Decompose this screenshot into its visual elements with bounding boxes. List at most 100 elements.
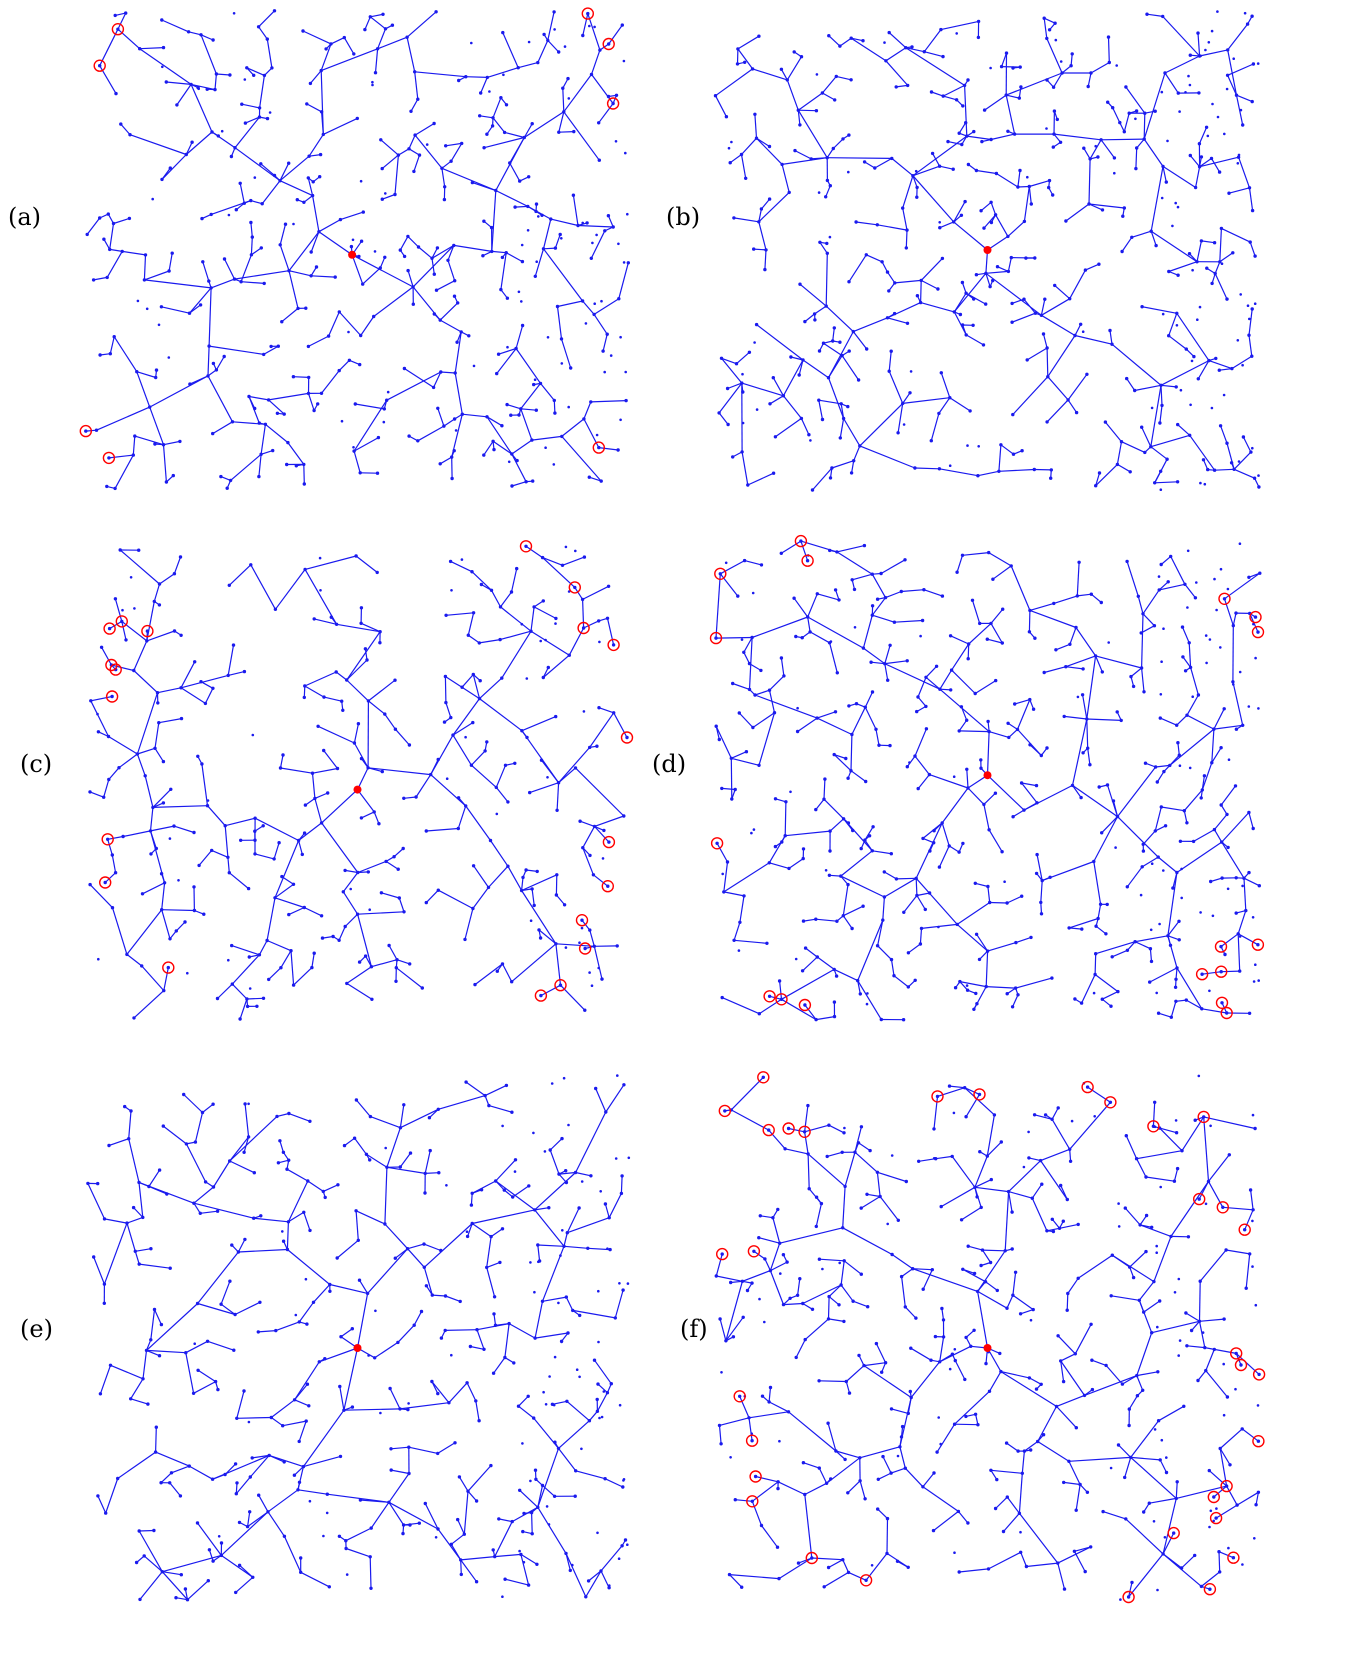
sample-point: [740, 638, 744, 641]
tree-edge: [1057, 1546, 1091, 1564]
tree-node: [1219, 746, 1223, 750]
tree-node: [961, 841, 965, 846]
tree-edge: [1227, 75, 1238, 96]
tree-node: [383, 1222, 387, 1226]
tree-edge: [1219, 1428, 1243, 1449]
tree-node: [540, 555, 545, 560]
tree-edge: [1051, 1107, 1059, 1120]
tree-node: [807, 433, 811, 437]
tree-edge: [542, 557, 576, 588]
tree-node: [1108, 328, 1112, 333]
tree-node: [1123, 1475, 1127, 1480]
tree-node: [724, 1339, 728, 1343]
tree-node: [539, 993, 543, 998]
tree-node: [142, 1554, 146, 1558]
sample-point: [367, 1354, 370, 1357]
tree-node: [375, 47, 380, 51]
tree-node: [1174, 385, 1178, 389]
tree-edge: [833, 754, 852, 772]
tree-node: [235, 1481, 239, 1485]
tree-edge: [229, 1115, 278, 1162]
tree-edge: [582, 13, 589, 36]
tree-node: [1124, 1517, 1128, 1521]
tree-node: [337, 1534, 342, 1539]
tree-edge: [840, 850, 873, 877]
tree-edge: [985, 951, 989, 987]
tree-edge: [479, 115, 494, 119]
tree-edge: [997, 266, 1009, 272]
tree-node: [964, 1414, 968, 1419]
tree-edge: [470, 1193, 473, 1206]
panel-a: [79, 7, 630, 491]
tree-edge: [444, 676, 447, 703]
highlighted-node-marker: [1192, 1192, 1206, 1206]
tree-node: [246, 886, 251, 891]
tree-node: [854, 220, 858, 224]
sample-point: [966, 444, 969, 447]
tree-node: [849, 769, 853, 773]
tree-node: [779, 656, 784, 660]
tree-edge: [1117, 766, 1157, 817]
tree-edge: [1095, 655, 1103, 673]
tree-node: [1082, 1393, 1087, 1398]
tree-edge: [368, 700, 386, 715]
tree-edge: [1255, 1492, 1259, 1505]
tree-node: [1038, 1158, 1043, 1163]
tree-node: [1053, 283, 1057, 288]
tree-node: [920, 618, 925, 623]
tree-node: [1018, 65, 1022, 69]
sample-point: [1176, 205, 1180, 209]
tree-node: [1034, 1387, 1039, 1391]
tree-edge: [1134, 935, 1169, 943]
tree-edge: [605, 1084, 625, 1113]
tree-edge: [126, 1216, 144, 1224]
tree-node: [842, 1319, 846, 1324]
tree-edge: [1047, 376, 1069, 401]
tree-edge: [866, 1193, 881, 1198]
tree-edge: [1176, 841, 1223, 873]
tree-node: [423, 1501, 427, 1506]
tree-node: [105, 484, 109, 489]
tree-node: [868, 1148, 872, 1153]
tree-edge: [1196, 240, 1202, 262]
tree-node: [319, 110, 324, 114]
tree-edge: [1105, 1365, 1123, 1385]
tree-edge: [288, 270, 299, 309]
tree-edge: [507, 865, 523, 891]
tree-node: [822, 797, 826, 801]
tree-edge: [103, 779, 110, 798]
tree-node: [865, 347, 869, 351]
tree-node: [1137, 1298, 1142, 1303]
sample-point: [520, 300, 523, 303]
tree-node: [1142, 690, 1146, 694]
tree-edge: [1046, 38, 1063, 74]
tree-node: [989, 1177, 993, 1182]
tree-node: [540, 1483, 545, 1488]
tree-node: [873, 166, 877, 170]
tree-edge: [902, 175, 914, 209]
tree-edge: [1150, 166, 1164, 232]
tree-edge: [1203, 1116, 1210, 1182]
tree-edge: [814, 305, 827, 315]
sample-point: [537, 215, 540, 218]
tree-edge: [1181, 1116, 1205, 1152]
tree-edge: [163, 440, 181, 446]
sample-point: [593, 25, 596, 29]
tree-edge: [113, 217, 130, 225]
tree-edge: [381, 892, 400, 899]
tree-edge: [897, 403, 904, 433]
tree-edge: [540, 984, 561, 997]
tree-node: [731, 1335, 736, 1339]
tree-edge: [189, 304, 201, 314]
tree-node: [540, 1299, 545, 1304]
tree-edge: [1087, 748, 1091, 765]
tree-edge: [1139, 1224, 1152, 1228]
tree-node: [1167, 269, 1171, 274]
sample-point: [847, 170, 850, 174]
tree-node: [589, 1174, 593, 1178]
tree-node: [1212, 827, 1217, 832]
tree-node: [149, 852, 153, 856]
tree-node: [825, 241, 829, 246]
tree-edge: [1195, 166, 1201, 188]
